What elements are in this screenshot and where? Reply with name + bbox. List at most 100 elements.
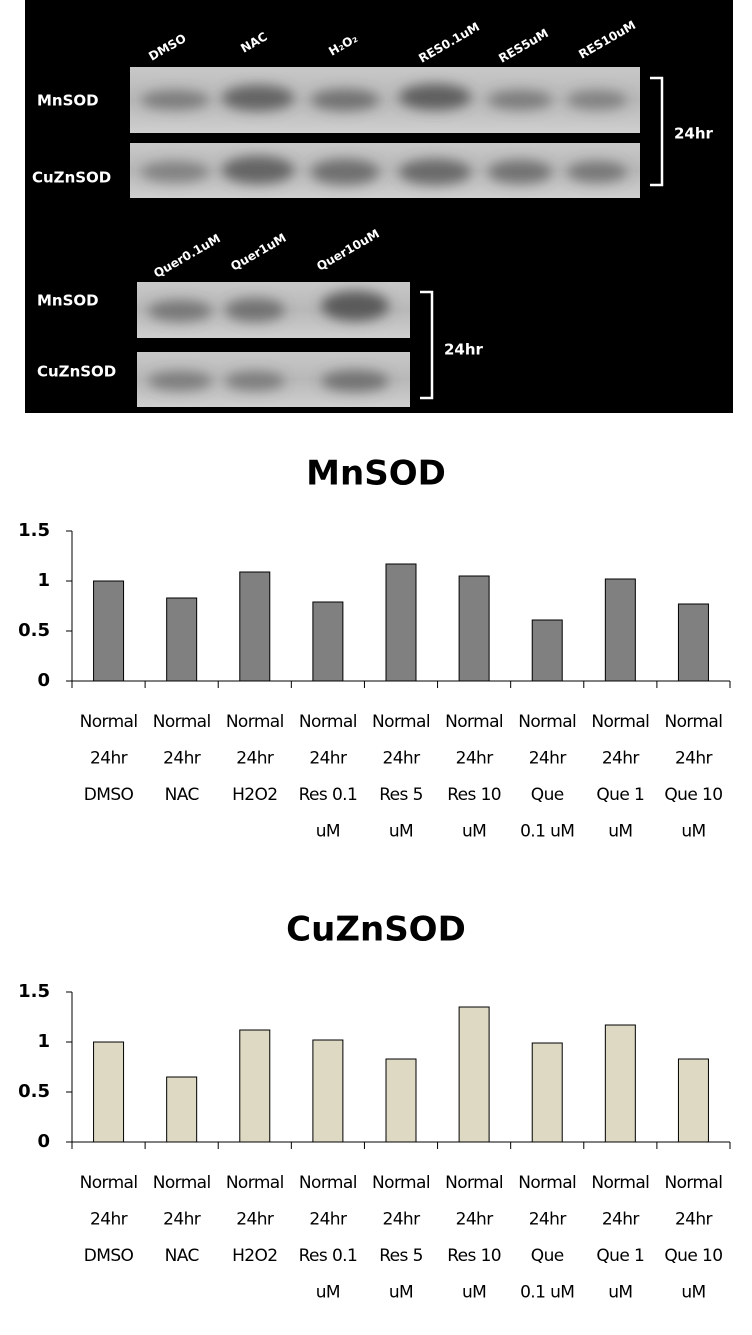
blot-panel: DMSO NAC H₂O₂ RES0.1uM RES5uM RES10uM Mn… [25,0,733,413]
x-tick-label: 24hr [529,1210,567,1230]
bar [531,1042,563,1143]
x-tick-label: NAC [165,785,199,805]
x-tick-label: 24hr [529,749,567,769]
x-tick-label: 24hr [90,749,128,769]
bar [604,578,636,682]
bar [312,601,344,682]
x-tick-label: Normal [591,1173,649,1193]
bar [604,1024,636,1143]
y-tick-label: 0.5 [18,1081,50,1102]
x-tick-label: uM [462,822,486,842]
bar [93,580,125,682]
x-tick-label: Normal [299,1173,357,1193]
x-tick-label: Normal [518,1173,576,1193]
x-tick-label: 24hr [236,749,274,769]
x-tick-label: Res 5 [379,785,423,805]
x-tick-label: uM [681,1283,705,1303]
x-tick-label: 24hr [383,1210,421,1230]
x-tick-label: Normal [153,1173,211,1193]
bracket [650,76,664,187]
x-tick-label: 24hr [309,1210,347,1230]
x-tick-label: uM [462,1283,486,1303]
x-tick-label: DMSO [84,1246,134,1266]
x-tick-label: uM [389,1283,413,1303]
row-label: MnSOD [37,292,99,310]
x-tick-label: Normal [80,712,138,732]
chart-title: CuZnSOD [286,910,466,950]
x-tick-label: Normal [664,712,722,732]
gel-strip [130,143,640,198]
y-tick-label: 0 [37,670,50,691]
bar [677,603,709,682]
x-tick-label: Que 10 [664,1246,722,1266]
x-tick-label: 24hr [456,1210,494,1230]
x-tick-label: Res 0.1 [299,1246,358,1266]
bar [239,571,271,682]
x-tick-label: Res 10 [447,785,501,805]
x-tick-label: uM [389,822,413,842]
bar [531,619,563,682]
x-tick-label: Normal [226,712,284,732]
x-tick-label: Normal [664,1173,722,1193]
time-label: 24hr [674,125,714,143]
row-label: CuZnSOD [32,169,111,187]
x-tick-label: uM [608,1283,632,1303]
bar [239,1029,271,1143]
bar [458,575,490,682]
y-tick-label: 1 [37,1031,50,1052]
row-label: CuZnSOD [37,363,116,381]
x-tick-label: Que [531,785,564,805]
x-tick-label: 24hr [236,1210,274,1230]
bar [458,1006,490,1143]
x-tick-label: Normal [299,712,357,732]
bar [93,1041,125,1143]
time-label: 24hr [444,341,484,359]
x-tick-label: Normal [591,712,649,732]
x-tick-label: 24hr [383,749,421,769]
x-tick-label: Normal [518,712,576,732]
x-tick-label: Que 1 [596,785,644,805]
x-tick-label: uM [608,822,632,842]
x-tick-label: Normal [80,1173,138,1193]
x-tick-label: Normal [372,1173,430,1193]
x-tick-label: DMSO [84,785,134,805]
x-tick-label: Normal [445,1173,503,1193]
bar [385,563,417,682]
x-tick-label: 24hr [456,749,494,769]
x-tick-label: Que 10 [664,785,722,805]
x-tick-label: Res 10 [447,1246,501,1266]
bands [141,84,627,392]
x-tick-label: Que [531,1246,564,1266]
x-tick-label: uM [681,822,705,842]
x-tick-label: 24hr [309,749,347,769]
row-label: MnSOD [37,92,99,110]
x-tick-label: Normal [372,712,430,732]
chart-title: MnSOD [306,454,446,494]
y-tick-label: 0.5 [18,620,50,641]
bar [166,597,198,682]
x-tick-label: 24hr [675,1210,713,1230]
x-tick-label: Normal [226,1173,284,1193]
bar [677,1058,709,1143]
x-tick-label: 24hr [602,749,640,769]
bar [312,1039,344,1143]
x-tick-label: 0.1 uM [520,822,574,842]
gel-strip [130,67,640,133]
x-tick-label: 24hr [163,749,201,769]
x-tick-label: Normal [445,712,503,732]
y-tick-label: 1.5 [18,981,50,1002]
x-tick-label: NAC [165,1246,199,1266]
y-tick-label: 1 [37,570,50,591]
x-tick-label: 0.1 uM [520,1283,574,1303]
x-tick-label: Normal [153,712,211,732]
x-tick-label: 24hr [90,1210,128,1230]
bracket [420,290,434,400]
x-tick-label: uM [316,822,340,842]
y-tick-label: 1.5 [18,520,50,541]
x-tick-label: H2O2 [232,785,277,805]
x-tick-label: Res 5 [379,1246,423,1266]
x-tick-label: uM [316,1283,340,1303]
x-tick-label: 24hr [675,749,713,769]
